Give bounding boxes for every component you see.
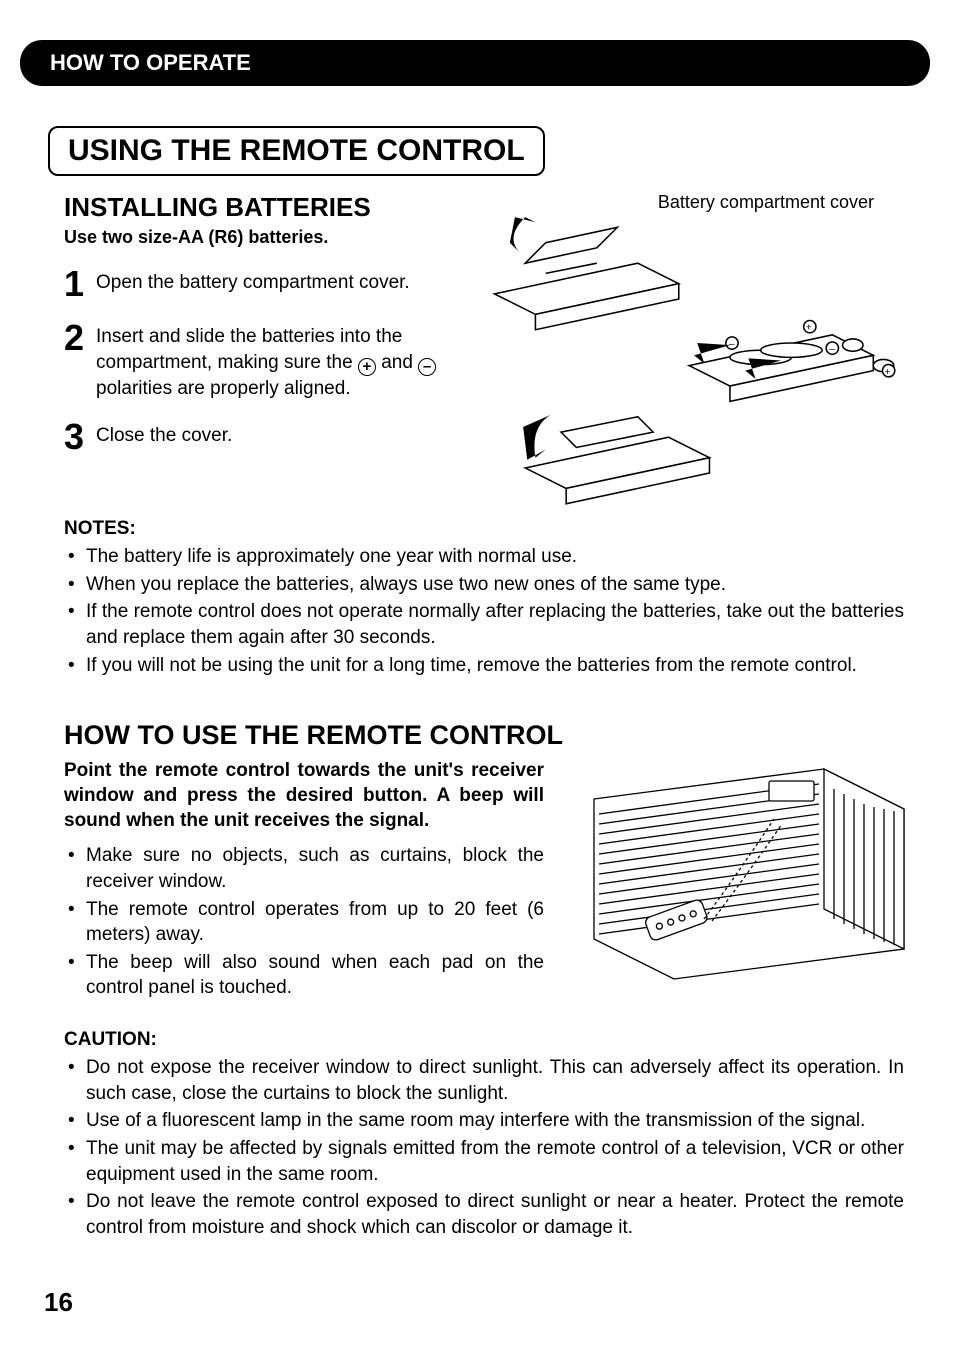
step-text-2: Insert and slide the batteries into the … xyxy=(96,320,454,401)
step-1: 1 Open the battery compartment cover. xyxy=(64,266,454,302)
step-2: 2 Insert and slide the batteries into th… xyxy=(64,320,454,401)
step-text-1: Open the battery compartment cover. xyxy=(96,266,410,296)
caution-heading: CAUTION: xyxy=(64,1029,904,1051)
notes-heading: NOTES: xyxy=(64,518,904,540)
how-to-use-list: Make sure no objects, such as curtains, … xyxy=(64,843,544,1001)
section-title-box: USING THE REMOTE CONTROL xyxy=(48,126,545,176)
note-item: The battery life is approximately one ye… xyxy=(64,544,904,570)
minus-icon: – xyxy=(418,358,436,376)
step-num-1: 1 xyxy=(64,266,84,302)
how-to-use-intro: Point the remote control towards the uni… xyxy=(64,759,544,833)
caution-list: Do not expose the receiver window to dir… xyxy=(64,1055,904,1240)
page-number: 16 xyxy=(44,1287,73,1318)
caution-item: The unit may be affected by signals emit… xyxy=(64,1136,904,1187)
caution-item: Use of a fluorescent lamp in the same ro… xyxy=(64,1108,904,1134)
caution-item: Do not expose the receiver window to dir… xyxy=(64,1055,904,1106)
battery-diagram-svg: – + – + xyxy=(474,212,904,509)
ac-unit-diagram xyxy=(564,759,924,989)
notes-list: The battery life is approximately one ye… xyxy=(64,544,904,678)
svg-text:–: – xyxy=(829,344,835,355)
note-item: If you will not be using the unit for a … xyxy=(64,653,904,679)
step-num-2: 2 xyxy=(64,320,84,356)
how-to-use-item: Make sure no objects, such as curtains, … xyxy=(64,843,544,894)
header-title: HOW TO OPERATE xyxy=(50,50,251,75)
note-item: If the remote control does not operate n… xyxy=(64,599,904,650)
installing-section: INSTALLING BATTERIES Use two size-AA (R6… xyxy=(64,192,904,492)
step2-before: Insert and slide the batteries into the … xyxy=(96,326,402,373)
caution-item: Do not leave the remote control exposed … xyxy=(64,1189,904,1240)
svg-text:+: + xyxy=(885,367,891,378)
step2-mid: and xyxy=(376,352,418,373)
svg-text:+: + xyxy=(806,323,812,334)
diagram-label: Battery compartment cover xyxy=(658,192,874,213)
step-3: 3 Close the cover. xyxy=(64,419,454,455)
step-text-3: Close the cover. xyxy=(96,419,232,449)
battery-diagram: Battery compartment cover xyxy=(474,192,904,492)
section-title: USING THE REMOTE CONTROL xyxy=(68,134,525,167)
installing-heading: INSTALLING BATTERIES xyxy=(64,192,454,223)
plus-icon: + xyxy=(358,358,376,376)
note-item: When you replace the batteries, always u… xyxy=(64,572,904,598)
how-to-use-item: The remote control operates from up to 2… xyxy=(64,897,544,948)
how-to-use-heading: HOW TO USE THE REMOTE CONTROL xyxy=(64,720,904,751)
step-num-3: 3 xyxy=(64,419,84,455)
installing-sub: Use two size-AA (R6) batteries. xyxy=(64,227,454,248)
header-bar: HOW TO OPERATE xyxy=(20,40,930,86)
svg-text:–: – xyxy=(729,339,735,350)
how-to-use-section: HOW TO USE THE REMOTE CONTROL Point the … xyxy=(64,720,904,1003)
how-to-use-item: The beep will also sound when each pad o… xyxy=(64,950,544,1001)
step2-after: polarities are properly aligned. xyxy=(96,378,351,399)
